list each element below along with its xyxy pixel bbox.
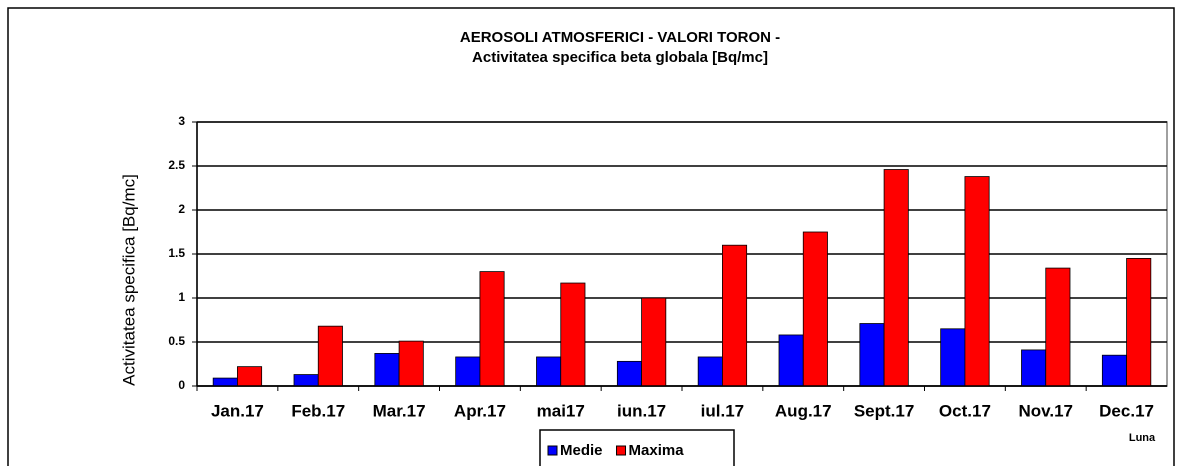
chart-title: AEROSOLI ATMOSFERICI - VALORI TORON -: [460, 29, 780, 46]
bar: [802, 231, 828, 387]
bar: [616, 360, 642, 387]
bar: [1101, 354, 1127, 387]
x-tick-label: Sept.17: [854, 401, 914, 420]
x-tick-label: Aug.17: [775, 401, 832, 420]
chart-subtitle: Activitatea specifica beta globala [Bq/m…: [472, 49, 768, 66]
bar: [940, 328, 966, 387]
y-tick-label: 2.5: [168, 158, 185, 172]
bar: [479, 271, 505, 387]
legend-swatch: [616, 445, 627, 456]
y-tick-label: 1.5: [168, 246, 185, 260]
y-tick-label: 0: [178, 378, 185, 392]
bar: [1126, 257, 1152, 387]
bar: [964, 176, 990, 387]
bar: [317, 325, 343, 387]
y-tick-label: 0.5: [168, 334, 185, 348]
y-tick-label: 3: [178, 114, 185, 128]
x-tick-label: iul.17: [701, 401, 744, 420]
bar: [1045, 267, 1071, 387]
bar: [778, 334, 804, 387]
bar: [293, 374, 319, 387]
x-tick-label: Dec.17: [1099, 401, 1154, 420]
x-tick-label: mai17: [537, 401, 585, 420]
bar: [641, 297, 667, 387]
bar: [374, 353, 400, 387]
x-tick-label: Feb.17: [291, 401, 345, 420]
legend-label: Maxima: [629, 442, 685, 459]
y-axis-label: Activitatea specifica [Bq/mc]: [119, 174, 138, 386]
x-tick-label: Mar.17: [373, 401, 426, 420]
x-tick-label: Nov.17: [1019, 401, 1074, 420]
bar: [697, 356, 723, 387]
bar: [1021, 349, 1047, 387]
x-axis-label: Luna: [1129, 432, 1156, 444]
legend: [539, 429, 735, 466]
x-tick-label: Jan.17: [211, 401, 264, 420]
y-tick-label: 2: [178, 202, 185, 216]
legend-label: Medie: [560, 442, 603, 459]
bar: [237, 366, 263, 387]
bar: [722, 244, 748, 387]
bar: [859, 323, 885, 387]
bar: [455, 356, 481, 387]
bar: [560, 282, 586, 387]
x-tick-label: Oct.17: [939, 401, 991, 420]
x-tick-label: Apr.17: [454, 401, 506, 420]
x-tick-label: iun.17: [617, 401, 666, 420]
bar: [398, 340, 424, 387]
legend-swatch: [547, 445, 558, 456]
bar: [883, 169, 909, 387]
bar: [536, 356, 562, 387]
bar: [212, 377, 238, 387]
y-tick-label: 1: [178, 290, 185, 304]
